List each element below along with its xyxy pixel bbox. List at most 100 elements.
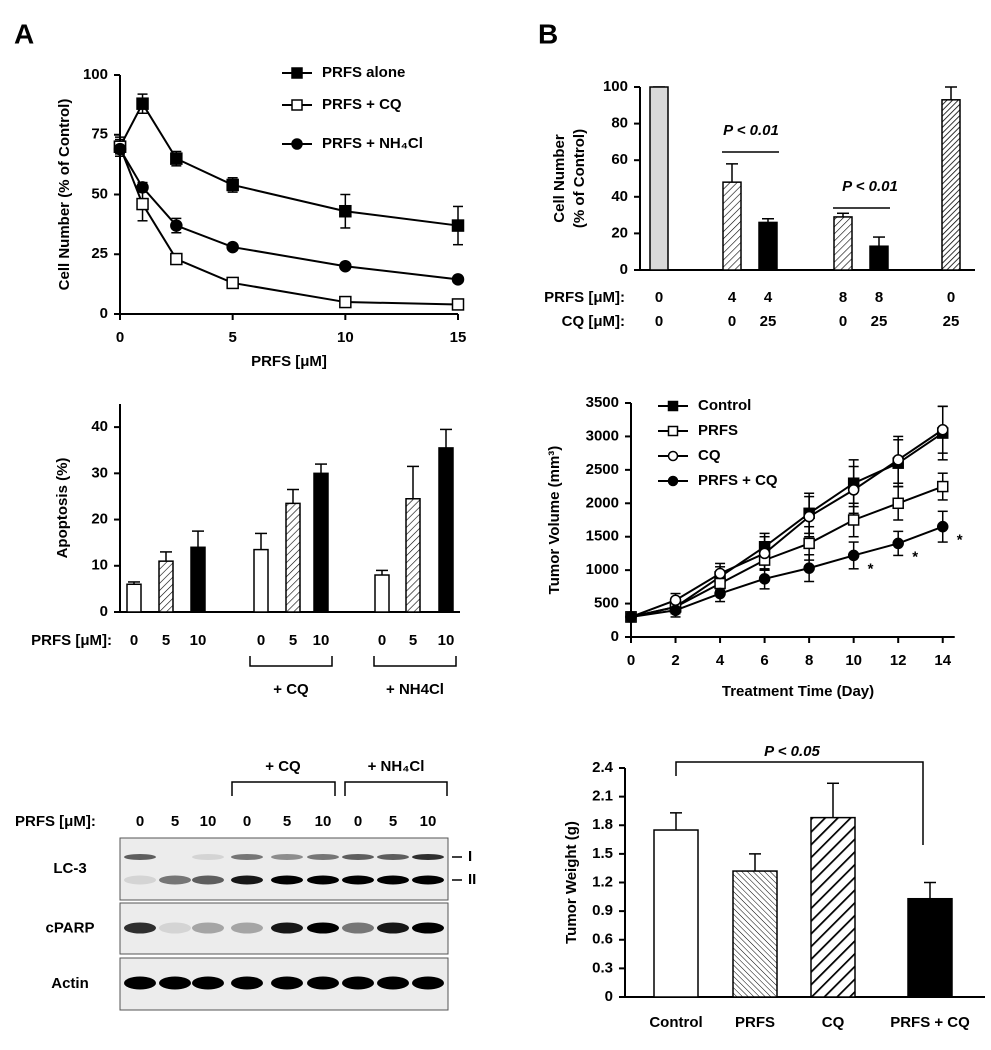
marker — [291, 99, 303, 111]
y-tick-label: 3500 — [586, 394, 619, 411]
x-tick-label: PRFS + CQ — [890, 1014, 970, 1031]
y-tick-label: 0.3 — [592, 959, 613, 976]
bar — [126, 583, 142, 613]
lane-label: 10 — [200, 813, 217, 830]
x-tick-label: 0 — [627, 652, 635, 669]
blot-bracket — [344, 781, 448, 796]
band — [307, 922, 339, 934]
marker — [667, 450, 679, 462]
bar — [313, 472, 329, 613]
y-axis-label: (% of Control) — [571, 129, 588, 228]
row-value: 4 — [764, 289, 773, 306]
marker — [339, 259, 352, 273]
y-axis-label: Apoptosis (%) — [54, 458, 71, 559]
band — [271, 976, 303, 990]
marker — [803, 537, 815, 550]
x-tick-label: 10 — [337, 329, 354, 346]
x-axis-label: Treatment Time (Day) — [722, 683, 874, 700]
marker — [936, 480, 949, 493]
x-tick-label: 8 — [805, 652, 813, 669]
band — [412, 976, 444, 990]
marker — [847, 514, 860, 526]
marker — [226, 276, 239, 290]
row-label: CQ [μM]: — [562, 313, 625, 330]
series-line — [119, 148, 459, 281]
band-label: LC-3 — [53, 860, 86, 877]
series-line — [630, 428, 944, 618]
marker — [451, 219, 465, 232]
y-tick-label: 10 — [91, 557, 108, 574]
y-tick-label: 2000 — [586, 494, 619, 511]
marker — [803, 510, 815, 523]
y-tick-label: 75 — [91, 126, 108, 143]
y-tick-label: 3000 — [586, 427, 619, 444]
blot-panel — [119, 837, 449, 901]
series-line — [119, 101, 459, 227]
y-tick-label: 2.4 — [592, 759, 614, 776]
bar — [158, 560, 174, 613]
y-tick-label: 2.1 — [592, 788, 613, 805]
bar — [653, 829, 699, 998]
legend-label: PRFS + CQ — [698, 472, 778, 489]
series-line — [630, 525, 944, 618]
band — [271, 854, 303, 860]
marker — [892, 497, 904, 510]
bar — [438, 447, 454, 613]
lane-label: 5 — [171, 813, 179, 830]
legend-label: PRFS alone — [322, 64, 405, 81]
row-value: 25 — [871, 313, 888, 330]
marker — [714, 567, 726, 580]
y-tick-label: 100 — [603, 78, 628, 95]
band — [377, 922, 409, 934]
x-tick-label: 6 — [760, 652, 768, 669]
significance-label: * — [957, 532, 963, 549]
bar — [405, 498, 421, 613]
y-tick-label: 20 — [91, 511, 108, 528]
y-tick-label: 1.2 — [592, 873, 613, 890]
y-tick-label: 0.9 — [592, 902, 613, 919]
band — [159, 922, 191, 934]
band — [307, 875, 339, 885]
lane-label: 0 — [243, 813, 251, 830]
bar — [833, 216, 853, 271]
row-label: PRFS [μM]: — [31, 632, 112, 649]
band-label: Actin — [51, 975, 89, 992]
legend-label: PRFS + CQ — [322, 96, 402, 113]
band — [124, 976, 156, 990]
row-value: 5 — [289, 632, 297, 649]
y-tick-label: 0 — [605, 988, 613, 1005]
marker — [113, 142, 127, 156]
x-tick-label: 5 — [228, 329, 236, 346]
y-tick-label: 60 — [611, 151, 628, 168]
bar — [758, 221, 778, 271]
y-tick-label: 0.6 — [592, 931, 613, 948]
band — [342, 875, 374, 885]
lane-label: 10 — [315, 813, 332, 830]
marker — [936, 520, 949, 533]
band-marker: I — [468, 848, 472, 865]
band-marker: II — [468, 871, 476, 888]
band — [124, 854, 156, 860]
row-value: 8 — [839, 289, 847, 306]
annotation: P < 0.05 — [764, 743, 820, 760]
band — [192, 854, 224, 860]
row-value: 0 — [378, 632, 386, 649]
marker — [339, 295, 352, 309]
bar — [374, 574, 390, 613]
x-tick-label: 0 — [116, 329, 124, 346]
y-tick-label: 80 — [611, 115, 628, 132]
y-tick-label: 40 — [91, 418, 108, 435]
marker — [714, 587, 726, 600]
band — [342, 976, 374, 990]
lane-label: 5 — [389, 813, 397, 830]
row-label: PRFS [μM]: — [544, 289, 625, 306]
row-value: 25 — [760, 313, 777, 330]
band — [342, 922, 374, 934]
panel-label: B — [538, 18, 558, 49]
y-tick-label: 25 — [91, 245, 108, 262]
y-tick-label: 0 — [100, 305, 108, 322]
x-axis-label: PRFS [μM] — [251, 353, 327, 370]
row-value: 10 — [190, 632, 207, 649]
y-tick-label: 2500 — [586, 461, 619, 478]
